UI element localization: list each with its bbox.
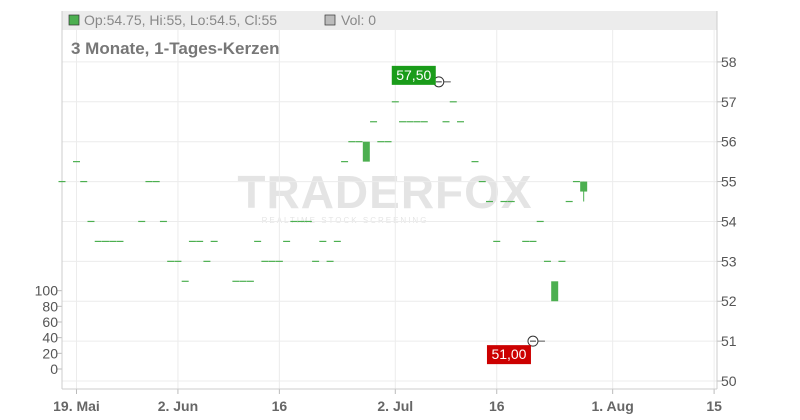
x-tick-label: 15 — [706, 398, 722, 414]
price-tick-label: 53 — [721, 253, 737, 269]
price-tick-label: 55 — [721, 174, 737, 190]
volume-tick-label: 100 — [35, 283, 59, 299]
x-tick-label: 19. Mai — [53, 398, 100, 414]
watermark: TRADERFOX REALTIME STOCK SCREENING — [237, 166, 532, 225]
price-tick-label: 58 — [721, 54, 737, 70]
candle — [580, 181, 588, 192]
price-tick-label: 51 — [721, 333, 737, 349]
price-tick-label: 50 — [721, 373, 737, 389]
high-price-label: 57,50 — [396, 67, 431, 83]
price-tick-label: 56 — [721, 134, 737, 150]
x-axis-ticks: 19. Mai 2. Jun 16 2. Jul 16 1. Aug 15 — [53, 398, 722, 414]
volume-tick-label: 20 — [42, 345, 58, 361]
legend-volume-swatch — [324, 14, 336, 26]
candle — [362, 141, 370, 162]
legend-volume-text: Vol: 0 — [341, 12, 376, 28]
volume-tick-label: 80 — [42, 298, 58, 314]
volume-tick-label: 40 — [42, 330, 58, 346]
candle — [551, 281, 559, 302]
chart-subtitle: 3 Monate, 1-Tages-Kerzen — [71, 39, 279, 58]
low-price-label: 51,00 — [491, 346, 526, 362]
x-tick-label: 16 — [272, 398, 288, 414]
legend: Op:54.75, Hi:55, Lo:54.5, Cl:55 Vol: 0 — [68, 12, 376, 28]
legend-ohlc-text: Op:54.75, Hi:55, Lo:54.5, Cl:55 — [84, 12, 277, 28]
legend-band — [62, 11, 717, 30]
price-axis-ticks: 50 51 52 53 54 55 56 57 58 — [721, 54, 737, 389]
x-tick-label: 1. Aug — [592, 398, 634, 414]
price-tick-label: 54 — [721, 213, 737, 229]
markers: 57,50 51,00 — [391, 65, 545, 365]
volume-tick-label: 60 — [42, 314, 58, 330]
marker-label-box — [391, 65, 436, 85]
candles — [58, 81, 588, 302]
price-tick-label: 57 — [721, 94, 737, 110]
marker-label-box — [486, 345, 531, 365]
axes — [57, 11, 722, 394]
price-tick-label: 52 — [721, 293, 737, 309]
x-tick-label: 2. Jul — [377, 398, 413, 414]
x-tick-label: 2. Jun — [158, 398, 198, 414]
watermark-brand: TRADERFOX — [237, 166, 532, 218]
x-tick-label: 16 — [489, 398, 505, 414]
watermark-tagline: REALTIME STOCK SCREENING — [262, 216, 429, 225]
volume-tick-label: 0 — [50, 361, 58, 377]
legend-price-swatch — [68, 14, 80, 26]
